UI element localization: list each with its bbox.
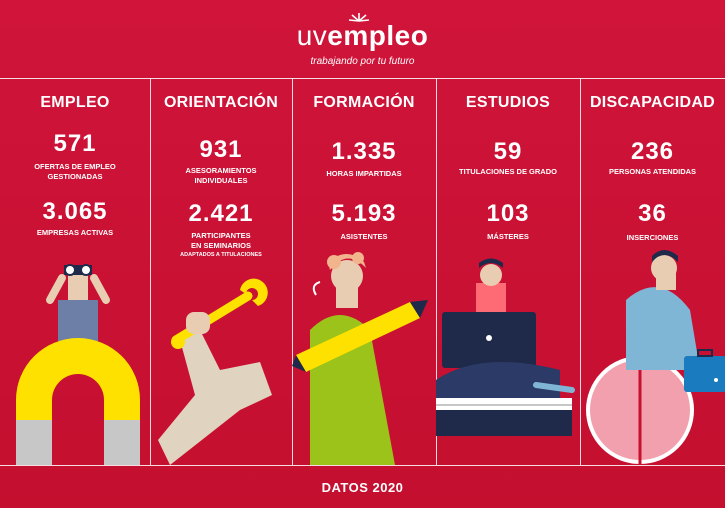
magnet-binoculars-icon <box>16 264 140 465</box>
stat-note: ADAPTADOS A TITULACIONES <box>180 252 262 258</box>
column-empleo: EMPLEO 571 OFERTAS DE EMPLEO GESTIONADAS… <box>0 78 150 465</box>
column-discapacidad: DISCAPACIDAD 236 PERSONAS ATENDIDAS 36 I… <box>580 78 725 465</box>
stat-label: EN SEMINARIOS <box>190 241 251 250</box>
column-estudios: ESTUDIOS 59 TITULACIONES DE GRADO 103 MÁ… <box>436 78 580 465</box>
stat-label: PERSONAS ATENDIDAS <box>608 167 697 176</box>
column-divider <box>150 78 151 465</box>
stat-value: 2.421 <box>188 200 254 227</box>
header: uvempleo trabajando por tu futuro <box>0 0 725 78</box>
stat-label: INDIVIDUALES <box>194 176 248 185</box>
stat-value: 59 <box>493 138 523 165</box>
wheelchair-briefcase-icon <box>586 250 725 465</box>
logo-empleo: empleo <box>327 20 429 51</box>
stat-value: 36 <box>638 200 667 227</box>
stat-value: 103 <box>486 200 530 227</box>
top-divider <box>0 78 725 79</box>
stat-label: OFERTAS DE EMPLEO <box>34 162 116 171</box>
column-orientacion: ORIENTACIÓN 931 ASESORAMIENTOS INDIVIDUA… <box>150 78 292 465</box>
stat-label: HORAS IMPARTIDAS <box>326 169 402 178</box>
stat-label: PARTICIPANTES <box>191 231 251 240</box>
footer-text: DATOS 2020 <box>321 480 404 495</box>
stat-value: 1.335 <box>331 138 397 165</box>
stat-label: INSERCIONES <box>626 233 679 242</box>
column-title: DISCAPACIDAD <box>589 94 716 111</box>
logo-uv: uv <box>296 20 328 51</box>
bottom-divider <box>0 465 725 466</box>
column-title: ESTUDIOS <box>465 94 551 111</box>
stat-label: EMPRESAS ACTIVAS <box>36 228 114 237</box>
footer: DATOS 2020 <box>0 466 725 508</box>
stat-value: 3.065 <box>42 198 108 225</box>
column-divider <box>436 78 437 465</box>
stat-value: 571 <box>53 130 97 157</box>
column-title: EMPLEO <box>40 94 110 111</box>
column-divider <box>292 78 293 465</box>
tagline: trabajando por tu futuro <box>310 56 415 67</box>
laptop-books-icon <box>436 258 575 436</box>
column-title: ORIENTACIÓN <box>163 94 279 111</box>
illustrations <box>16 250 725 465</box>
stat-label: ASISTENTES <box>340 232 388 241</box>
column-formacion: FORMACIÓN 1.335 HORAS IMPARTIDAS 5.193 A… <box>292 78 436 465</box>
stat-value: 236 <box>630 138 675 165</box>
stat-label: GESTIONADAS <box>47 172 103 181</box>
stat-value: 5.193 <box>331 200 397 227</box>
column-title: FORMACIÓN <box>313 94 415 111</box>
logo-sun-icon <box>348 13 370 22</box>
pencil-woman-icon <box>292 252 428 465</box>
stat-value: 931 <box>199 136 243 163</box>
stat-label: TITULACIONES DE GRADO <box>459 167 557 176</box>
column-divider <box>580 78 581 465</box>
stat-label: ASESORAMIENTOS <box>185 166 257 175</box>
wrench-arm-icon <box>158 278 272 465</box>
logo[interactable]: uvempleo <box>0 20 725 52</box>
stat-label: MÁSTERES <box>487 232 529 241</box>
